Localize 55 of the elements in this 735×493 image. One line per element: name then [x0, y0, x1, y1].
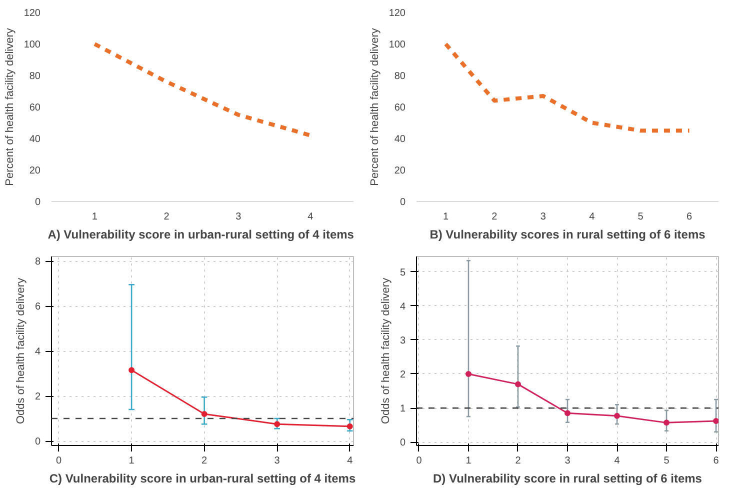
- y-tick-label: 0: [400, 438, 406, 449]
- x-tick-label: 2: [492, 212, 498, 222]
- x-tick-label: 2: [202, 456, 208, 466]
- y-tick-label: 0: [400, 197, 406, 208]
- x-tick-label: 6: [713, 456, 720, 466]
- x-tick-label: 4: [347, 456, 354, 466]
- y-tick-label: 0: [34, 197, 41, 208]
- x-axis-title: D) Vulnerability score in rural setting of 6 items: [433, 472, 702, 486]
- x-axis-title: C) Vulnerability score in urban-rural setting of 4 items: [49, 472, 356, 486]
- y-tick-label: 5: [400, 267, 406, 278]
- x-tick-label: 5: [664, 456, 670, 466]
- y-tick-label: 4: [34, 346, 41, 358]
- x-tick-label: 5: [638, 212, 644, 222]
- y-tick-label: 0: [34, 436, 41, 448]
- y-tick-label: 8: [34, 256, 41, 268]
- y-axis-title: Percent of health facility delivery: [368, 28, 381, 186]
- x-tick-label: 3: [274, 456, 280, 466]
- y-tick-label: 80: [29, 71, 41, 82]
- y-axis-title: Odds of health facility delivery: [14, 277, 27, 424]
- x-tick-label: 2: [164, 212, 170, 222]
- y-tick-label: 20: [29, 166, 41, 176]
- y-tick-label: 120: [388, 8, 406, 19]
- x-tick-label: 4: [589, 212, 596, 222]
- x-tick-label: 2: [515, 456, 522, 466]
- x-tick-label: 3: [540, 212, 546, 222]
- y-tick-label: 80: [394, 71, 406, 82]
- x-tick-label: 4: [614, 456, 620, 466]
- y-tick-label: 60: [29, 102, 41, 114]
- y-tick-label: 60: [394, 102, 406, 114]
- y-tick-label: 20: [394, 166, 406, 176]
- x-tick-label: 4: [308, 212, 314, 222]
- y-tick-label: 100: [388, 40, 406, 50]
- x-tick-label: 3: [564, 456, 571, 466]
- x-tick-label: 3: [236, 212, 242, 222]
- x-tick-label: 0: [416, 456, 422, 466]
- y-tick-label: 3: [400, 335, 406, 346]
- x-tick-label: 6: [686, 212, 692, 222]
- y-tick-label: 40: [394, 134, 406, 145]
- y-tick-label: 40: [29, 134, 41, 145]
- x-tick-label: 1: [442, 212, 449, 222]
- y-tick-label: 120: [24, 8, 41, 19]
- x-tick-label: 1: [466, 456, 472, 466]
- y-axis-title: Odds of health facility delivery: [380, 277, 392, 424]
- x-tick-label: 1: [128, 456, 135, 466]
- x-tick-label: 1: [92, 212, 98, 222]
- y-tick-label: 4: [400, 301, 406, 312]
- y-tick-label: 6: [34, 302, 41, 312]
- x-tick-label: 0: [56, 456, 62, 466]
- y-tick-label: 2: [34, 392, 41, 402]
- y-tick-label: 2: [400, 369, 406, 380]
- y-tick-label: 100: [24, 40, 41, 50]
- y-tick-label: 1: [400, 404, 406, 415]
- x-axis-title: A) Vulnerability score in urban-rural setting of 4 items: [48, 228, 354, 242]
- y-axis-title: Percent of health facility delivery: [4, 28, 16, 186]
- x-axis-title: B) Vulnerability scores in rural setting of 6 items: [430, 228, 706, 242]
